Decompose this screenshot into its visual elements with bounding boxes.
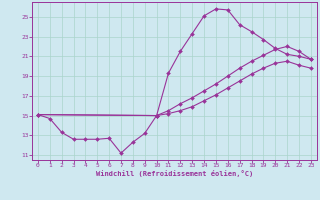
X-axis label: Windchill (Refroidissement éolien,°C): Windchill (Refroidissement éolien,°C) <box>96 170 253 177</box>
